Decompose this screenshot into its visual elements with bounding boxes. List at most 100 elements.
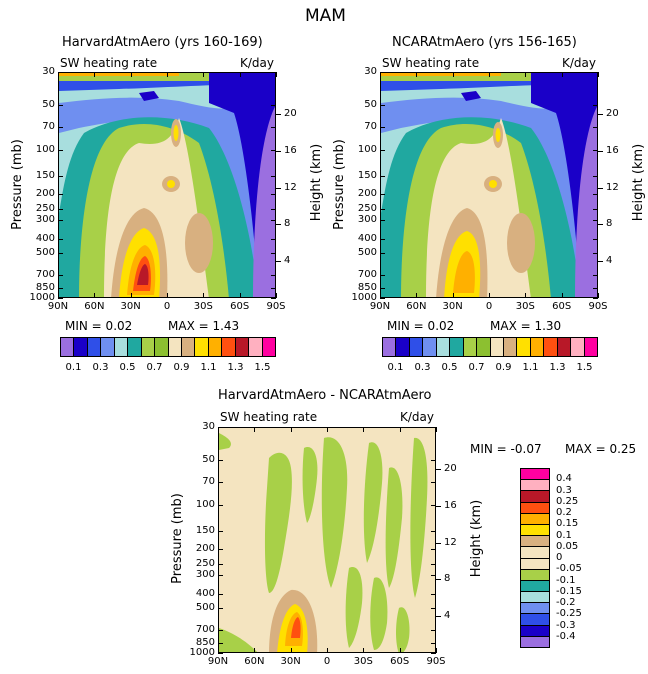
- colorbar-swatch: [114, 338, 129, 356]
- colorbar-diff-label: -0.4: [556, 630, 576, 642]
- panel-c-htick-label: 12: [444, 536, 457, 548]
- panel-c-htick: [436, 579, 441, 581]
- panel-c-ptick: [218, 653, 223, 654]
- panel-a-lattick-t: [58, 72, 59, 77]
- panel-c-htick: [436, 468, 441, 470]
- panel-a-ptick-label: 100: [35, 143, 55, 155]
- colorbar-diff-label: 0.4: [556, 473, 572, 485]
- panel-a-lattick-label: 60S: [230, 301, 250, 312]
- panel-a-ptick-r: [271, 253, 276, 255]
- panel-a-ptick: [58, 126, 63, 128]
- panel-c-right-label: K/day: [400, 410, 434, 424]
- colorbar-a-label: 1.3: [227, 362, 244, 373]
- panel-a-htick-label: 20: [284, 107, 297, 119]
- panel-a-lattick-label: 60N: [84, 301, 105, 312]
- panel-b-lattick-label: 60S: [552, 301, 572, 312]
- colorbar-swatch: [128, 338, 142, 356]
- panel-b-ptick-r: [593, 104, 598, 106]
- panel-a-htick: [276, 113, 281, 115]
- panel-a-ptick: [58, 194, 63, 196]
- panel-b-htick-label: 16: [606, 144, 619, 156]
- panel-a-lattick-t: [203, 72, 205, 77]
- panel-c-htick: [436, 505, 441, 507]
- panel-b-ptick-label: 500: [357, 247, 377, 259]
- panel-c-ptick-label: 300: [195, 569, 215, 581]
- panel-b-lattick: [380, 293, 381, 298]
- panel-c-lattick-t: [254, 427, 256, 432]
- panel-b-ptick: [380, 253, 385, 255]
- panel-a-ptick: [58, 253, 63, 255]
- colorbar-swatch: [521, 569, 549, 581]
- colorbar-diff-label: 0.1: [556, 529, 572, 541]
- panel-a-ptick: [58, 208, 63, 210]
- panel-b-lattick-label: 30N: [442, 301, 463, 312]
- colorbar-swatch: [61, 338, 75, 356]
- colorbar-swatch: [436, 338, 451, 356]
- panel-c-lattick: [399, 648, 401, 653]
- page-title: MAM: [305, 6, 346, 26]
- colorbar-diff-label: -0.05: [556, 563, 582, 575]
- colorbar-swatch: [544, 338, 558, 356]
- panel-a-ptick-r: [271, 287, 276, 289]
- panel-c-ptick-label: 50: [202, 453, 215, 465]
- panel-c-plot: [218, 427, 436, 653]
- colorbar-swatch: [521, 625, 549, 637]
- colorbar-swatch: [557, 338, 572, 356]
- colorbar-swatch: [521, 502, 549, 514]
- panel-c-ptick-label: 250: [195, 557, 215, 569]
- panel-a-htick-label: 8: [284, 218, 291, 230]
- panel-a-lattick: [94, 293, 96, 298]
- panel-c-htick-label: 16: [444, 499, 457, 511]
- panel-a-ptick-r: [271, 275, 276, 276]
- panel-a-ptick-label: 1000: [29, 292, 55, 303]
- panel-b-lattick-label: 0: [485, 301, 493, 312]
- colorbar-swatch: [521, 469, 549, 481]
- panel-a-plot: [58, 72, 276, 298]
- panel-a-lattick-label: 90N: [47, 301, 69, 312]
- panel-b-ptick-r: [593, 208, 598, 210]
- panel-c-htick-label: 20: [444, 462, 457, 474]
- panel-c-ptick-r: [431, 630, 436, 631]
- colorbar-swatch: [503, 338, 518, 356]
- panel-b-lattick: [416, 293, 418, 298]
- panel-c-y2label: Height (km): [469, 499, 485, 578]
- panel-b-htick: [598, 150, 603, 152]
- panel-c-lattick-t: [290, 427, 292, 432]
- panel-a-ptick-label: 850: [35, 281, 55, 293]
- panel-a-ptick-label: 500: [35, 247, 55, 259]
- panel-a-htick: [276, 224, 281, 226]
- colorbar-swatch: [222, 338, 236, 356]
- panel-a-ptick: [58, 238, 63, 240]
- panel-b-min-text: MIN = 0.02: [387, 319, 455, 333]
- panel-b-lattick-t: [380, 72, 381, 77]
- panel-b-lattick-label: 90N: [369, 301, 391, 312]
- panel-c-lattick: [290, 648, 292, 653]
- panel-a-title: HarvardAtmAero (yrs 160-169): [62, 35, 263, 50]
- panel-b-ptick-label: 50: [364, 98, 377, 110]
- panel-c-lattick-label: 90S: [426, 656, 446, 667]
- panel-c-ptick: [218, 549, 223, 551]
- panel-a-htick: [276, 261, 281, 263]
- panel-a-lattick: [239, 293, 241, 298]
- panel-b-ptick-label: 400: [357, 232, 377, 244]
- panel-b-ptick-label: 30: [364, 66, 377, 77]
- panel-a-lattick: [167, 293, 168, 298]
- panel-a-ptick-label: 70: [42, 120, 55, 132]
- panel-c-htick-label: 4: [444, 610, 451, 622]
- panel-a-lattick: [203, 293, 205, 298]
- colorbar-swatch: [521, 636, 549, 647]
- panel-c-lattick: [363, 648, 365, 653]
- panel-b-ptick-r: [593, 149, 598, 151]
- colorbar-swatch: [521, 480, 549, 492]
- panel-b-ylabel: Pressure (mb): [331, 139, 347, 230]
- panel-b-ptick: [380, 208, 385, 210]
- panel-c-title: HarvardAtmAero - NCARAtmAero: [218, 388, 432, 403]
- panel-c-ptick-r: [431, 653, 436, 654]
- panel-c-lattick-t: [327, 427, 328, 432]
- panel-b-htick-label: 20: [606, 107, 619, 119]
- panel-b-lattick: [598, 293, 599, 298]
- panel-c-htick: [436, 616, 441, 618]
- panel-a-lattick-label: 90S: [266, 301, 286, 312]
- panel-a-ptick-r: [271, 149, 276, 151]
- panel-a-ptick-r: [271, 194, 276, 196]
